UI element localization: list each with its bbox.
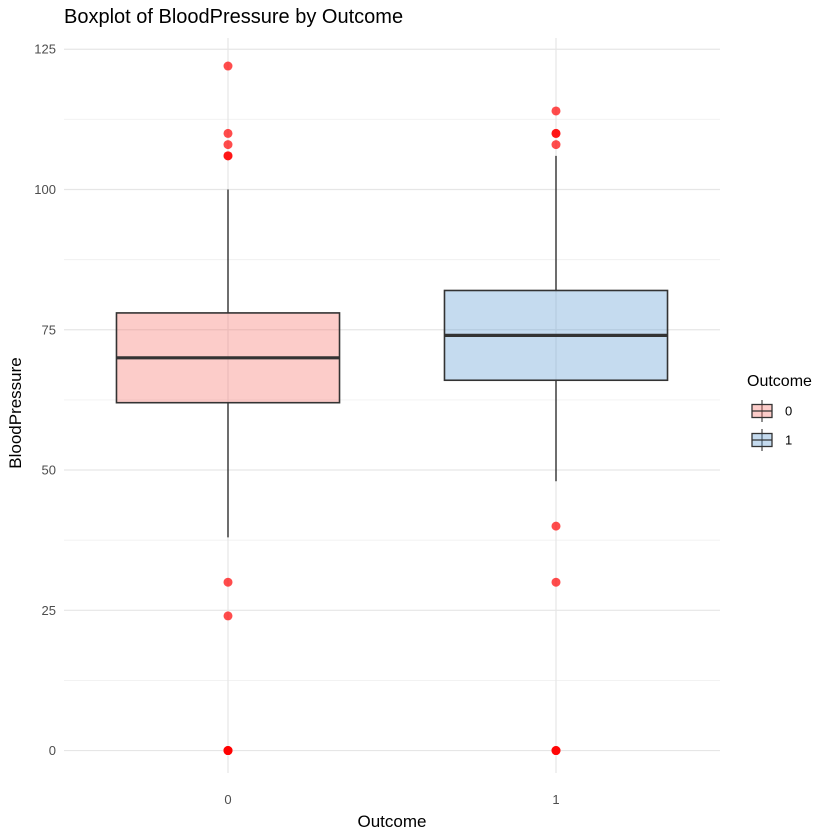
y-tick-label: 50 xyxy=(42,463,56,478)
y-tick-label: 75 xyxy=(42,322,56,337)
legend-key-1 xyxy=(751,429,773,451)
outlier-point xyxy=(551,521,561,531)
legend: Outcome 0 1 xyxy=(747,373,812,451)
legend-key-0 xyxy=(751,400,773,422)
outlier-point xyxy=(223,128,233,138)
outliers xyxy=(223,61,561,756)
chart-title: Boxplot of BloodPressure by Outcome xyxy=(64,6,403,28)
outlier-point xyxy=(223,151,233,161)
outlier-point xyxy=(551,140,561,150)
outlier-point xyxy=(223,140,233,150)
x-axis-title: Outcome xyxy=(358,812,427,831)
outlier-point xyxy=(551,746,561,756)
grid xyxy=(64,38,720,773)
legend-title: Outcome xyxy=(747,373,812,390)
outlier-point xyxy=(551,106,561,116)
y-tick-label: 125 xyxy=(34,42,56,57)
y-tick-label: 100 xyxy=(34,182,56,197)
y-tick-label: 25 xyxy=(42,603,56,618)
x-tick-label: 1 xyxy=(552,792,559,807)
y-axis-ticks: 0 25 50 75 100 125 xyxy=(34,42,56,758)
outlier-point xyxy=(223,611,233,621)
legend-label: 1 xyxy=(785,433,792,448)
y-axis-title: BloodPressure xyxy=(6,357,25,469)
box-1 xyxy=(443,155,669,482)
box-0 xyxy=(115,189,341,538)
outlier-point xyxy=(223,61,233,71)
legend-label: 0 xyxy=(785,404,792,419)
boxes xyxy=(115,155,669,538)
outlier-point xyxy=(223,746,233,756)
x-tick-label: 0 xyxy=(224,792,231,807)
y-tick-label: 0 xyxy=(49,743,56,758)
outlier-point xyxy=(551,577,561,587)
outlier-point xyxy=(551,128,561,138)
outlier-point xyxy=(223,577,233,587)
